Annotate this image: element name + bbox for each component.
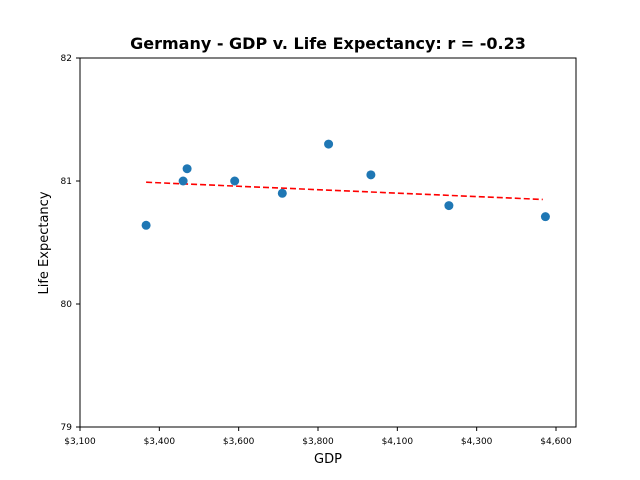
y-tick-label: 79 [61,423,73,433]
chart-title: Germany - GDP v. Life Expectancy: r = -0… [130,34,526,53]
data-point [230,176,240,186]
data-point [182,164,192,174]
x-tick-label: $3,600 [223,437,255,447]
x-tick-label: $3,400 [144,437,176,447]
data-points [141,139,550,230]
data-point [444,201,454,211]
y-axis: 79 80 81 82 [61,54,80,433]
data-point [324,139,334,149]
y-tick-label: 82 [61,54,72,64]
y-tick-label: 80 [61,300,73,310]
trendline-layer [146,181,543,201]
y-axis-label: Life Expectancy [37,191,52,294]
y-tick-label: 81 [61,177,72,187]
x-axis: $3,100 $3,400 $3,600 $3,800 $4,100 $4,300 $4,6… [64,427,572,447]
x-tick-label: $4,100 [382,437,414,447]
data-point [277,188,287,198]
data-point [141,220,151,230]
data-point [178,176,188,186]
x-tick-label: $3,100 [64,437,96,447]
trendline [146,181,543,201]
plot-area [79,57,577,428]
data-point [540,212,550,222]
data-point [366,170,376,180]
x-tick-label: $3,800 [302,437,334,447]
x-tick-label: $4,300 [461,437,493,447]
x-tick-label: $4,600 [540,437,572,447]
x-axis-label: GDP [314,452,342,467]
